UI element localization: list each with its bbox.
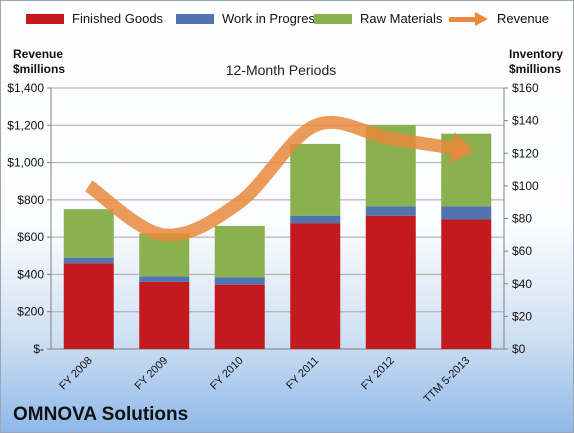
company-name: OMNOVA Solutions (13, 404, 189, 425)
legend-label-finished-goods: Finished Goods (72, 11, 164, 26)
right-tick-label: $160 (512, 81, 539, 95)
legend-item-raw-materials: Raw Materials (314, 11, 442, 26)
right-tick-label: $80 (512, 212, 532, 226)
x-tick-label: FY 2009 (133, 355, 171, 393)
bar-raw-materials (214, 225, 265, 278)
legend-swatch-wip (176, 13, 214, 24)
left-axis-title-line2: $millions (13, 62, 66, 76)
bar-raw-materials (290, 143, 341, 216)
bar-finished-goods (290, 223, 341, 349)
legend-arrow-icon (449, 11, 489, 26)
x-tick-label: FY 2011 (284, 355, 321, 392)
right-axis-title-line1: Inventory (509, 47, 564, 61)
legend-swatch-raw-materials (314, 13, 352, 24)
chart-title: 12-Month Periods (225, 62, 337, 78)
legend-item-finished-goods: Finished Goods (26, 11, 163, 26)
left-tick-label: $- (33, 342, 44, 356)
right-tick-label: $140 (512, 114, 539, 128)
left-tick-label: $400 (17, 267, 44, 281)
left-tick-label: $600 (17, 230, 44, 244)
bar-wip (214, 277, 265, 285)
bar-wip (63, 257, 114, 264)
right-axis-title: Inventory $millions (509, 47, 563, 77)
x-tick-label: FY 2010 (208, 355, 246, 393)
bar-finished-goods (365, 215, 416, 349)
right-tick-label: $0 (512, 342, 526, 356)
right-tick-label: $100 (512, 179, 539, 193)
bar-raw-materials (63, 209, 114, 258)
left-tick-label: $1,000 (7, 156, 44, 170)
bar-wip (139, 276, 190, 282)
right-tick-label: $40 (512, 277, 532, 291)
left-tick-label: $1,200 (7, 118, 44, 132)
legend-item-revenue: Revenue (449, 11, 549, 26)
left-axis-title-line1: Revenue (13, 47, 64, 61)
bar-finished-goods (139, 281, 190, 349)
x-tick-label: FY 2012 (359, 355, 397, 393)
legend-label-wip: Work in Progress (222, 11, 322, 26)
legend-swatch-finished-goods (26, 13, 64, 24)
bar-finished-goods (441, 219, 492, 349)
legend-label-raw-materials: Raw Materials (360, 11, 443, 26)
left-axis-title: Revenue $millions (13, 47, 65, 77)
bar-wip (290, 215, 341, 224)
revenue-arrowhead (450, 132, 475, 164)
x-tick-label: TTM 5-2013 (422, 355, 473, 406)
left-tick-label: $1,400 (7, 81, 44, 95)
bar-finished-goods (214, 284, 265, 349)
right-tick-label: $20 (512, 309, 532, 323)
bar-wip (365, 206, 416, 216)
bar-wip (441, 206, 492, 220)
legend-item-wip: Work in Progress (176, 11, 321, 26)
revenue-line (84, 115, 468, 242)
right-tick-label: $60 (512, 244, 532, 258)
x-tick-label: FY 2008 (57, 355, 95, 393)
left-tick-label: $800 (17, 193, 44, 207)
legend: Finished Goods Work in Progress Raw Mate… (1, 11, 573, 33)
legend-label-revenue: Revenue (497, 11, 550, 26)
bar-finished-goods (63, 263, 114, 349)
right-tick-label: $120 (512, 146, 539, 160)
left-tick-label: $200 (17, 305, 44, 319)
right-axis-title-line2: $millions (509, 62, 562, 76)
